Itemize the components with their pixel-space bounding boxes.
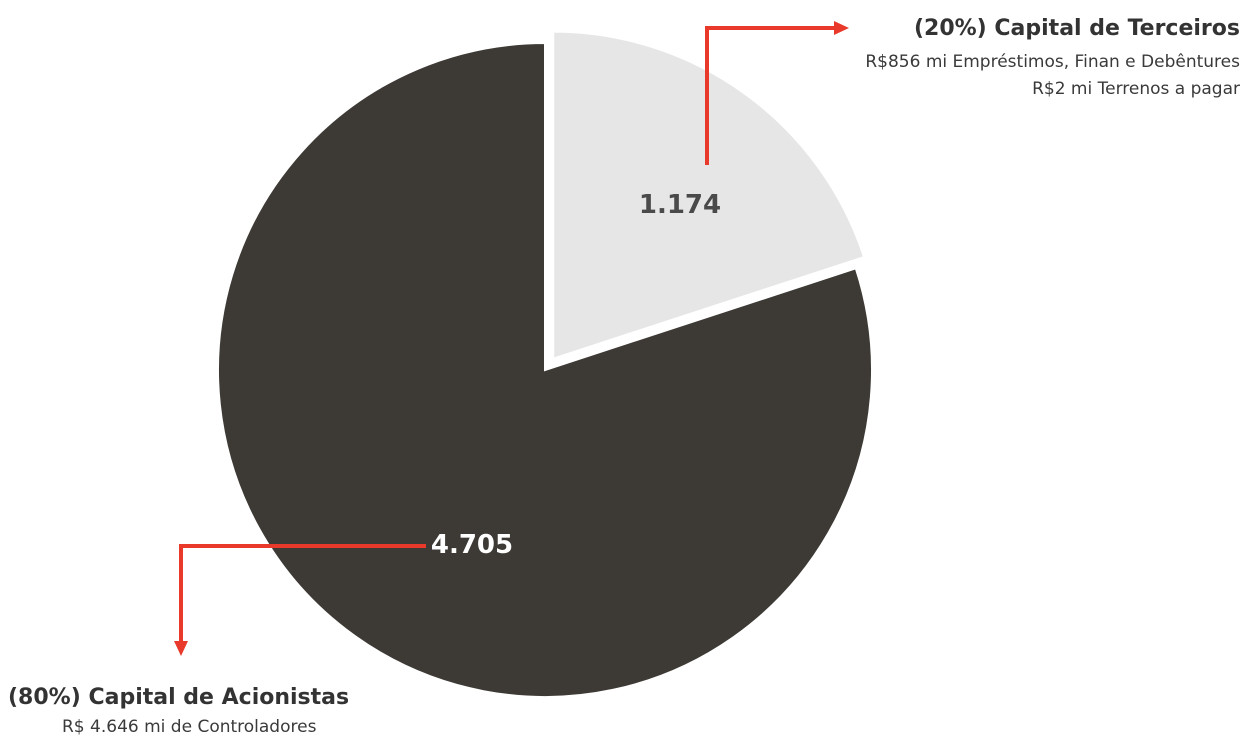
callout-acionistas: (80%) Capital de Acionistas R$ 4.646 mi … — [8, 685, 349, 737]
callout-terceiros-detail-1: R$856 mi Empréstimos, Finan e Debêntures — [865, 52, 1240, 72]
callout-acionistas-detail-1: R$ 4.646 mi de Controladores — [62, 717, 317, 737]
callout-terceiros-arrow-line — [705, 26, 836, 165]
callout-terceiros-title: (20%) Capital de Terceiros — [914, 16, 1240, 41]
callout-arrows — [174, 21, 849, 656]
callout-acionistas-name: Capital de Acionistas — [88, 685, 349, 710]
callout-terceiros-name: Capital de Terceiros — [994, 16, 1240, 41]
callout-terceiros-detail-2: R$2 mi Terrenos a pagar — [1032, 79, 1240, 99]
slice-value-label-terceiros: 1.174 — [639, 190, 721, 220]
callout-acionistas-space — [81, 685, 89, 710]
callout-terceiros-space — [987, 16, 995, 41]
pie-slice-0 — [552, 30, 866, 361]
callout-acionistas-title: (80%) Capital de Acionistas — [8, 685, 349, 710]
callout-terceiros-percent: (20%) — [914, 16, 987, 41]
callout-acionistas-percent: (80%) — [8, 685, 81, 710]
callout-acionistas-arrowhead — [174, 641, 188, 656]
slice-value-label-acionistas: 4.705 — [431, 530, 513, 560]
pie-slice-1 — [217, 41, 873, 698]
pie-slices — [217, 30, 873, 698]
callout-acionistas-arrow-line — [179, 544, 426, 643]
callout-terceiros: (20%) Capital de Terceiros R$856 mi Empr… — [865, 16, 1240, 99]
callout-terceiros-arrowhead — [834, 21, 849, 35]
